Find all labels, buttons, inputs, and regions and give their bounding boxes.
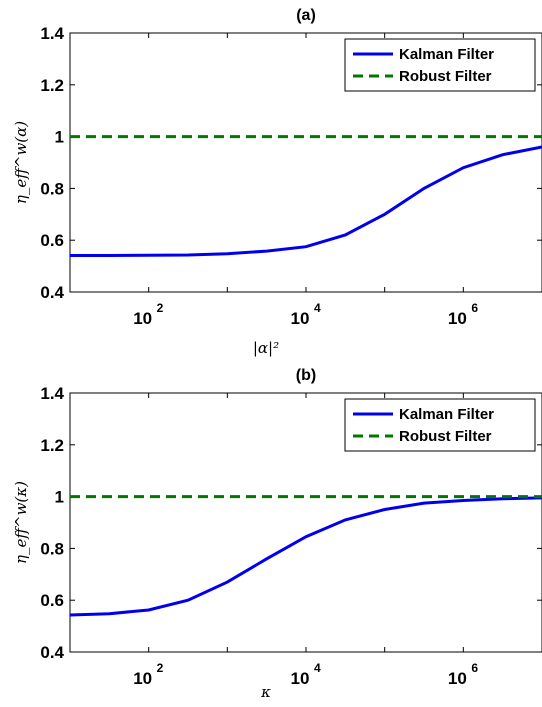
y-tick-label: 1.4 <box>40 384 64 403</box>
legend-entry: Robust Filter <box>399 428 492 445</box>
x-tick-exponent: 2 <box>157 661 164 675</box>
x-tick-exponent: 4 <box>314 301 321 315</box>
chart-panel-b: (b) 0.4 0.6 0.8 1 1.2 1.4 10 2 10 4 10 6 Kalman Filte… <box>12 367 542 701</box>
chart-title: (a) <box>296 7 316 24</box>
legend-box <box>344 398 536 452</box>
x-tick-exponent: 6 <box>471 301 478 315</box>
y-axis-label: η_eff^w(α) <box>12 121 30 204</box>
x-axis-label: |α|² <box>253 339 279 357</box>
x-tick-label: 10 <box>133 669 152 688</box>
legend: Kalman Filter Robust Filter <box>344 38 536 92</box>
chart-title: (b) <box>296 367 316 384</box>
x-axis-label: κ <box>260 683 271 701</box>
y-tick-label: 0.4 <box>40 283 64 302</box>
y-tick-label: 0.6 <box>40 231 64 250</box>
legend-entry: Kalman Filter <box>399 406 494 423</box>
legend: Kalman Filter Robust Filter <box>344 398 536 452</box>
x-tick-label: 10 <box>133 309 152 328</box>
series-line-kalman-filter <box>69 496 542 617</box>
x-tick-label: 10 <box>291 309 310 328</box>
x-tick-label: 10 <box>291 669 310 688</box>
y-tick-label: 1.2 <box>40 436 64 455</box>
y-axis-label: η_eff^w(κ) <box>12 481 30 564</box>
chart-panel-a: (a) 0.4 0.6 0.8 1 1.2 1.4 10 2 10 4 10 6 Kalman Filte… <box>12 7 542 357</box>
y-tick-label: 1 <box>55 128 64 147</box>
legend-entry: Kalman Filter <box>399 46 494 63</box>
y-tick-label: 1 <box>55 488 64 507</box>
y-tick-label: 0.8 <box>40 539 64 558</box>
x-tick-label: 10 <box>448 669 467 688</box>
x-tick-exponent: 2 <box>157 301 164 315</box>
series-line-kalman-filter <box>70 145 542 257</box>
y-tick-label: 0.4 <box>40 643 64 662</box>
y-tick-label: 0.6 <box>40 591 64 610</box>
y-tick-label: 1.4 <box>40 24 64 43</box>
x-tick-label: 10 <box>448 309 467 328</box>
legend-box <box>344 38 536 92</box>
legend-entry: Robust Filter <box>399 68 492 85</box>
x-tick-exponent: 4 <box>314 661 321 675</box>
x-tick-exponent: 6 <box>471 661 478 675</box>
y-tick-label: 1.2 <box>40 76 64 95</box>
y-tick-label: 0.8 <box>40 179 64 198</box>
